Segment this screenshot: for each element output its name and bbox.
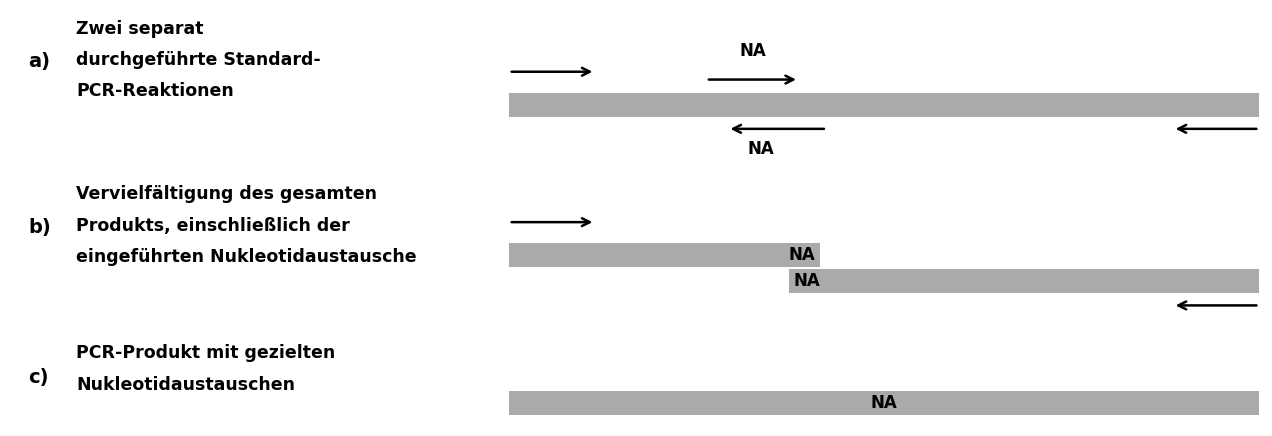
Text: durchgeführte Standard-: durchgeführte Standard-: [76, 51, 321, 69]
Bar: [509, 392, 1259, 415]
Text: Zwei separat: Zwei separat: [76, 20, 204, 37]
Text: PCR-Reaktionen: PCR-Reaktionen: [76, 82, 234, 100]
Text: NA: NA: [747, 140, 775, 158]
Bar: [789, 269, 1259, 293]
Text: Produkts, einschließlich der: Produkts, einschließlich der: [76, 217, 350, 235]
Text: b): b): [28, 218, 51, 237]
Text: NA: NA: [789, 246, 815, 264]
Text: NA: NA: [739, 42, 767, 60]
Text: a): a): [28, 52, 50, 72]
Text: NA: NA: [794, 272, 820, 290]
Bar: [509, 92, 1259, 116]
Text: c): c): [28, 368, 48, 388]
Text: Nukleotidaustauschen: Nukleotidaustauschen: [76, 376, 295, 394]
Text: eingeführten Nukleotidaustausche: eingeführten Nukleotidaustausche: [76, 248, 417, 266]
Bar: [509, 243, 820, 267]
Text: NA: NA: [870, 394, 898, 412]
Text: PCR-Produkt mit gezielten: PCR-Produkt mit gezielten: [76, 344, 336, 362]
Text: Vervielfältigung des gesamten: Vervielfältigung des gesamten: [76, 185, 378, 203]
